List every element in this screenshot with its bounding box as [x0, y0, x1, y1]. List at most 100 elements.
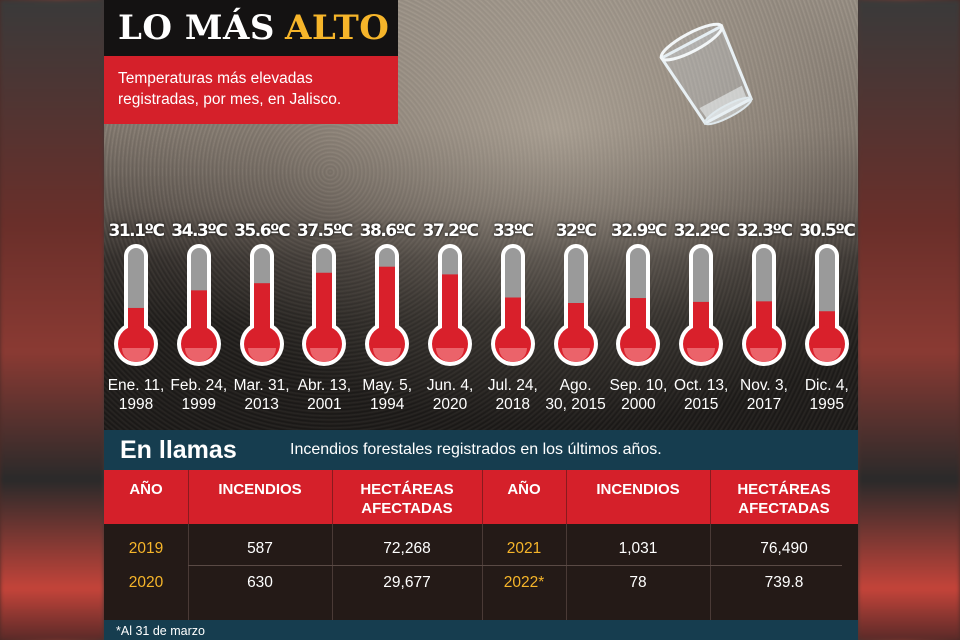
- fires-table-header: AÑO INCENDIOS HECTÁREAS AFECTADAS AÑO IN…: [104, 470, 858, 524]
- cell-fires: 1,031: [618, 540, 658, 557]
- temperature-label: 37.5ºC: [296, 221, 354, 241]
- thermometer-item: 33ºC Jul. 24, 2018: [481, 218, 545, 418]
- date-line-1: May. 5,: [362, 377, 413, 394]
- thermometer-item: 32.9ºC Sep. 10, 2000: [606, 218, 670, 418]
- cell-hectares: 76,490: [760, 540, 808, 557]
- thermometer-item: 35.6ºC Mar. 31, 2013: [230, 218, 294, 418]
- date-label: Abr. 13, 2001: [292, 376, 356, 414]
- thermometer-icon: [418, 244, 482, 370]
- infographic-card: LO MÁS ALTO Temperaturas más elevadas re…: [104, 0, 858, 640]
- date-label: Ene. 11, 1998: [104, 376, 168, 414]
- temperature-label: 32ºC: [555, 221, 597, 241]
- date-line-1: Ago.: [559, 377, 592, 394]
- thermometer-icon: [355, 244, 419, 370]
- cell-fires: 587: [247, 540, 273, 557]
- divider: [566, 470, 567, 524]
- thermometer-row: 31.1ºC Ene. 11, 1998 34.3ºC Feb. 24, 1999 35.6…: [104, 218, 858, 418]
- cell-fires: 630: [247, 574, 273, 591]
- header-hectares-right-line1: HECTÁREAS: [737, 481, 831, 498]
- thermometer-icon: [104, 244, 168, 370]
- cell-hectares: 72,268: [383, 540, 431, 557]
- date-line-1: Oct. 13,: [674, 377, 729, 394]
- fires-table: AÑO INCENDIOS HECTÁREAS AFECTADAS AÑO IN…: [104, 470, 858, 620]
- temperature-label: 35.6ºC: [234, 221, 291, 241]
- thermometer-icon: [167, 244, 231, 370]
- temperature-label: 32.3ºC: [736, 221, 793, 241]
- date-line-1: Abr. 13,: [297, 377, 352, 394]
- divider: [566, 524, 567, 620]
- date-line-2: 2001: [307, 396, 342, 413]
- thermometer-icon: [292, 244, 356, 370]
- footnote: *Al 31 de marzo: [104, 620, 858, 640]
- divider: [710, 470, 711, 524]
- date-line-2: 2018: [495, 396, 531, 413]
- thermometer-item: 32.2ºC Oct. 13, 2015: [669, 218, 733, 418]
- date-line-2: 1998: [118, 396, 154, 413]
- cell-hectares: 29,677: [383, 574, 431, 591]
- thermometer-icon: [544, 244, 608, 370]
- header-hectares-left-line2: AFECTADAS: [361, 500, 453, 517]
- header-fires-left: INCENDIOS: [218, 481, 302, 498]
- header-year-left: AÑO: [129, 481, 163, 498]
- row-divider: [188, 565, 842, 566]
- cell-year: 2022*: [503, 574, 545, 591]
- temperature-label: 32.9ºC: [610, 221, 668, 241]
- date-line-1: Feb. 24,: [170, 377, 228, 394]
- date-line-2: 2020: [432, 396, 468, 413]
- header-hectares-left-line1: HECTÁREAS: [360, 481, 454, 498]
- cell-hectares: 739.8: [764, 574, 804, 591]
- subtitle-line-2: registradas, por mes, en Jalisco.: [118, 91, 342, 108]
- fires-subtitle: Incendios forestales registrados en los …: [290, 441, 662, 458]
- thermometer-icon: [230, 244, 294, 370]
- date-line-1: Sep. 10,: [609, 377, 668, 394]
- divider: [482, 470, 483, 524]
- subtitle-line-1: Temperaturas más elevadas: [118, 70, 313, 87]
- subtitle-box: Temperaturas más elevadas registradas, p…: [104, 56, 398, 124]
- temperature-label: 32.2ºC: [673, 221, 731, 241]
- background-blur-right: [858, 0, 960, 640]
- cell-year: 2019: [128, 540, 164, 557]
- date-line-2: 2017: [746, 396, 782, 413]
- date-line-2: 30, 2015: [545, 396, 606, 413]
- date-line-1: Jul. 24,: [487, 377, 538, 394]
- temperature-label: 33ºC: [492, 221, 534, 241]
- date-label: Nov. 3, 2017: [732, 376, 796, 414]
- date-line-2: 1995: [809, 396, 845, 413]
- date-line-2: 1994: [369, 396, 405, 413]
- temperature-label: 38.6ºC: [359, 221, 417, 241]
- title-main: LO MÁS: [118, 8, 275, 48]
- cell-year: 2020: [128, 574, 164, 591]
- divider: [332, 470, 333, 524]
- date-label: Mar. 31, 2013: [230, 376, 294, 414]
- date-line-2: 1999: [181, 396, 217, 413]
- header-year-right: AÑO: [507, 481, 541, 498]
- thermometer-item: 32ºC Ago. 30, 2015: [544, 218, 608, 418]
- cell-year: 2021: [506, 540, 542, 557]
- glass-illustration: [659, 22, 754, 126]
- temperature-label: 30.5ºC: [799, 221, 856, 241]
- thermometer-item: 32.3ºC Nov. 3, 2017: [732, 218, 796, 418]
- temperature-label: 31.1ºC: [108, 221, 165, 241]
- header-hectares-left: HECTÁREAS AFECTADAS: [332, 480, 482, 518]
- title-box: LO MÁS ALTO: [104, 0, 398, 56]
- thermometer-item: 37.2ºC Jun. 4, 2020: [418, 218, 482, 418]
- fires-header-bar: En llamas Incendios forestales registrad…: [104, 430, 858, 470]
- thermometer-icon: [606, 244, 670, 370]
- date-line-1: Dic. 4,: [804, 377, 849, 394]
- thermometer-icon: [732, 244, 796, 370]
- thermometer-icon: [669, 244, 733, 370]
- header-hectares-right-line2: AFECTADAS: [738, 500, 830, 517]
- thermometer-item: 37.5ºC Abr. 13, 2001: [292, 218, 356, 418]
- date-label: Oct. 13, 2015: [669, 376, 733, 414]
- fires-title: En llamas: [120, 435, 237, 464]
- thermometer-item: 30.5ºC Dic. 4, 1995: [795, 218, 858, 418]
- date-line-1: Jun. 4,: [426, 377, 474, 394]
- date-line-2: 2015: [683, 396, 719, 413]
- temperature-label: 37.2ºC: [422, 221, 479, 241]
- date-label: Feb. 24, 1999: [167, 376, 231, 414]
- thermometer-item: 34.3ºC Feb. 24, 1999: [167, 218, 231, 418]
- date-label: Sep. 10, 2000: [606, 376, 670, 414]
- date-label: Jun. 4, 2020: [418, 376, 482, 414]
- date-line-2: 2013: [244, 396, 279, 413]
- date-label: Ago. 30, 2015: [544, 376, 608, 414]
